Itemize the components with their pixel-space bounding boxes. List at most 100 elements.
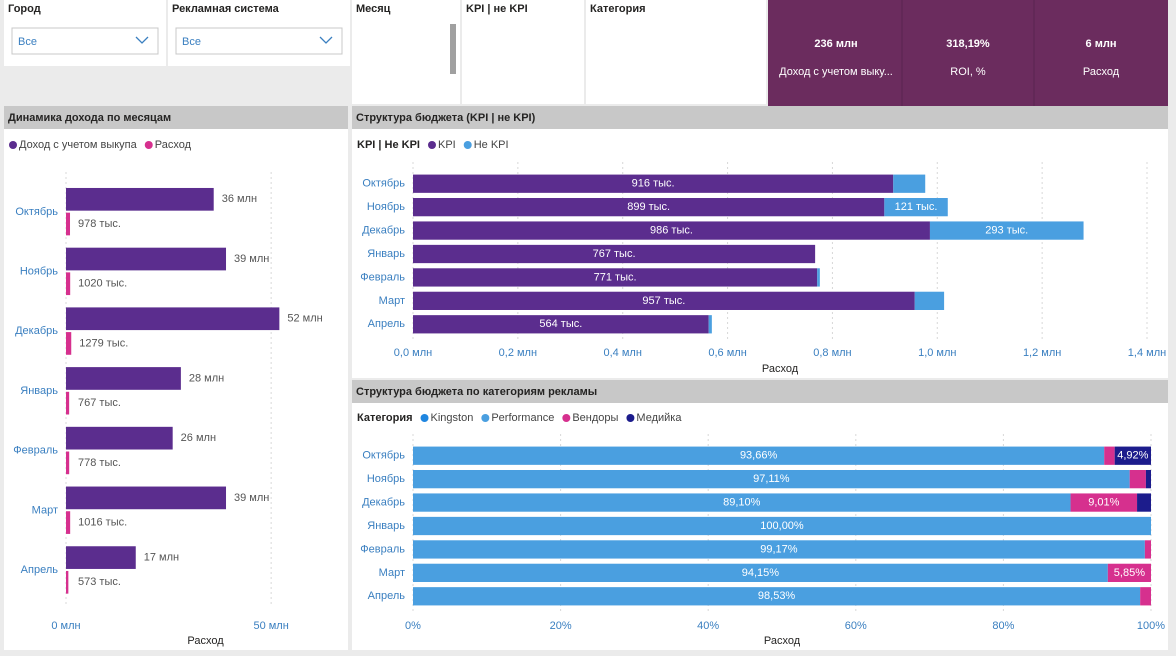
y-tick-label: Март <box>32 504 58 516</box>
dropdown-chevron <box>319 36 333 44</box>
bar <box>66 391 70 415</box>
x-axis-label: Расход <box>187 635 224 647</box>
y-tick-label: Ноябрь <box>367 201 405 213</box>
bar <box>66 451 70 475</box>
bar-segment <box>1144 540 1151 559</box>
dropdown-chevron <box>135 36 149 44</box>
bar <box>66 212 71 236</box>
filter-title: Категория <box>590 3 646 15</box>
bar <box>66 486 227 510</box>
scrollbar <box>450 24 456 74</box>
bar-segment <box>413 563 1108 582</box>
card-label: ROI, % <box>950 66 986 78</box>
bar-segment <box>708 315 712 334</box>
filter-title: Рекламная система <box>172 3 280 15</box>
legend-title: KPI | Не KPI <box>357 139 420 151</box>
y-tick-label: Декабрь <box>362 496 405 508</box>
data-label: 771 тыс. <box>594 271 637 283</box>
x-axis-label: Расход <box>764 635 801 647</box>
data-label: 5,85% <box>1114 567 1145 579</box>
filter-title: Месяц <box>356 3 391 15</box>
legend-label: Performance <box>491 412 554 424</box>
legend-label: KPI <box>438 139 456 151</box>
y-tick-label: Апрель <box>368 318 406 330</box>
legend-marker <box>144 141 153 149</box>
data-label: 767 тыс. <box>78 397 121 409</box>
dropdown-value: Все <box>18 36 37 48</box>
x-tick-label: 0,8 млн <box>813 347 851 359</box>
card-value: 6 млн <box>1086 38 1117 50</box>
y-tick-label: Октябрь <box>362 450 405 462</box>
bar <box>66 546 136 569</box>
bar <box>66 570 69 594</box>
bar <box>66 307 280 331</box>
bar-segment <box>413 540 1145 559</box>
bar-segment <box>413 516 1151 536</box>
data-label: 39 млн <box>234 253 269 265</box>
data-label: 1279 тыс. <box>79 337 128 349</box>
bar-segment <box>413 268 818 287</box>
legend-marker <box>420 414 429 422</box>
data-label: 767 тыс. <box>593 248 636 260</box>
bar-segment <box>413 244 816 264</box>
y-tick-label: Декабрь <box>15 325 58 337</box>
bar-segment <box>413 493 1071 512</box>
legend-marker <box>9 141 17 149</box>
dropdown-value: Все <box>182 36 201 48</box>
data-label: 778 тыс. <box>78 457 121 469</box>
x-tick-label: 60% <box>845 620 867 632</box>
card-label: Расход <box>1083 66 1120 78</box>
x-tick-label: 0,0 млн <box>394 347 432 359</box>
x-tick-label: 0% <box>405 620 421 632</box>
bar-segment <box>817 268 820 287</box>
bar-segment <box>893 174 926 193</box>
legend-title: Категория <box>357 412 413 424</box>
bar <box>66 272 71 296</box>
legend-marker <box>481 414 490 422</box>
y-tick-label: Февраль <box>13 445 58 457</box>
bar <box>66 247 227 271</box>
data-label: 293 тыс. <box>985 224 1028 236</box>
data-label: 121 тыс. <box>895 201 938 213</box>
y-tick-label: Апрель <box>368 590 406 602</box>
y-tick-label: Январь <box>20 385 58 397</box>
filter-panel <box>462 0 584 104</box>
y-tick-label: Февраль <box>360 543 405 555</box>
dropdown[interactable] <box>11 27 159 55</box>
dropdown[interactable] <box>175 27 343 55</box>
data-label: 899 тыс. <box>627 201 670 213</box>
x-tick-label: 40% <box>697 620 719 632</box>
card-value: 236 млн <box>814 38 857 50</box>
chart-header <box>4 106 348 129</box>
y-tick-label: Февраль <box>360 271 405 283</box>
bar-segment <box>1145 470 1151 489</box>
bar-segment <box>413 198 885 217</box>
card-block <box>768 0 1168 106</box>
legend-marker <box>562 414 571 422</box>
y-tick-label: Апрель <box>21 564 59 576</box>
data-label: 986 тыс. <box>650 224 693 236</box>
bar-segment <box>1140 587 1151 606</box>
bar-segment <box>413 315 709 334</box>
bar-segment <box>1107 563 1151 582</box>
filter-panel <box>586 0 766 104</box>
x-tick-label: 20% <box>550 620 572 632</box>
data-label: 564 тыс. <box>539 318 582 330</box>
chart-header <box>352 380 1168 403</box>
bar-segment <box>413 221 930 240</box>
filter-title: KPI | не KPI <box>466 3 528 15</box>
data-label: 100,00% <box>760 520 804 532</box>
y-tick-label: Январь <box>367 520 405 532</box>
bar <box>66 332 72 355</box>
data-label: 98,53% <box>758 590 796 602</box>
legend-label: Kingston <box>431 412 474 424</box>
data-label: 26 млн <box>181 432 216 444</box>
data-label: 39 млн <box>234 492 269 504</box>
y-tick-label: Март <box>379 295 405 307</box>
bar-segment <box>884 198 948 217</box>
legend-marker <box>626 414 635 422</box>
legend-label: Вендоры <box>572 412 618 424</box>
bar-segment <box>413 174 894 193</box>
bar <box>66 187 214 211</box>
